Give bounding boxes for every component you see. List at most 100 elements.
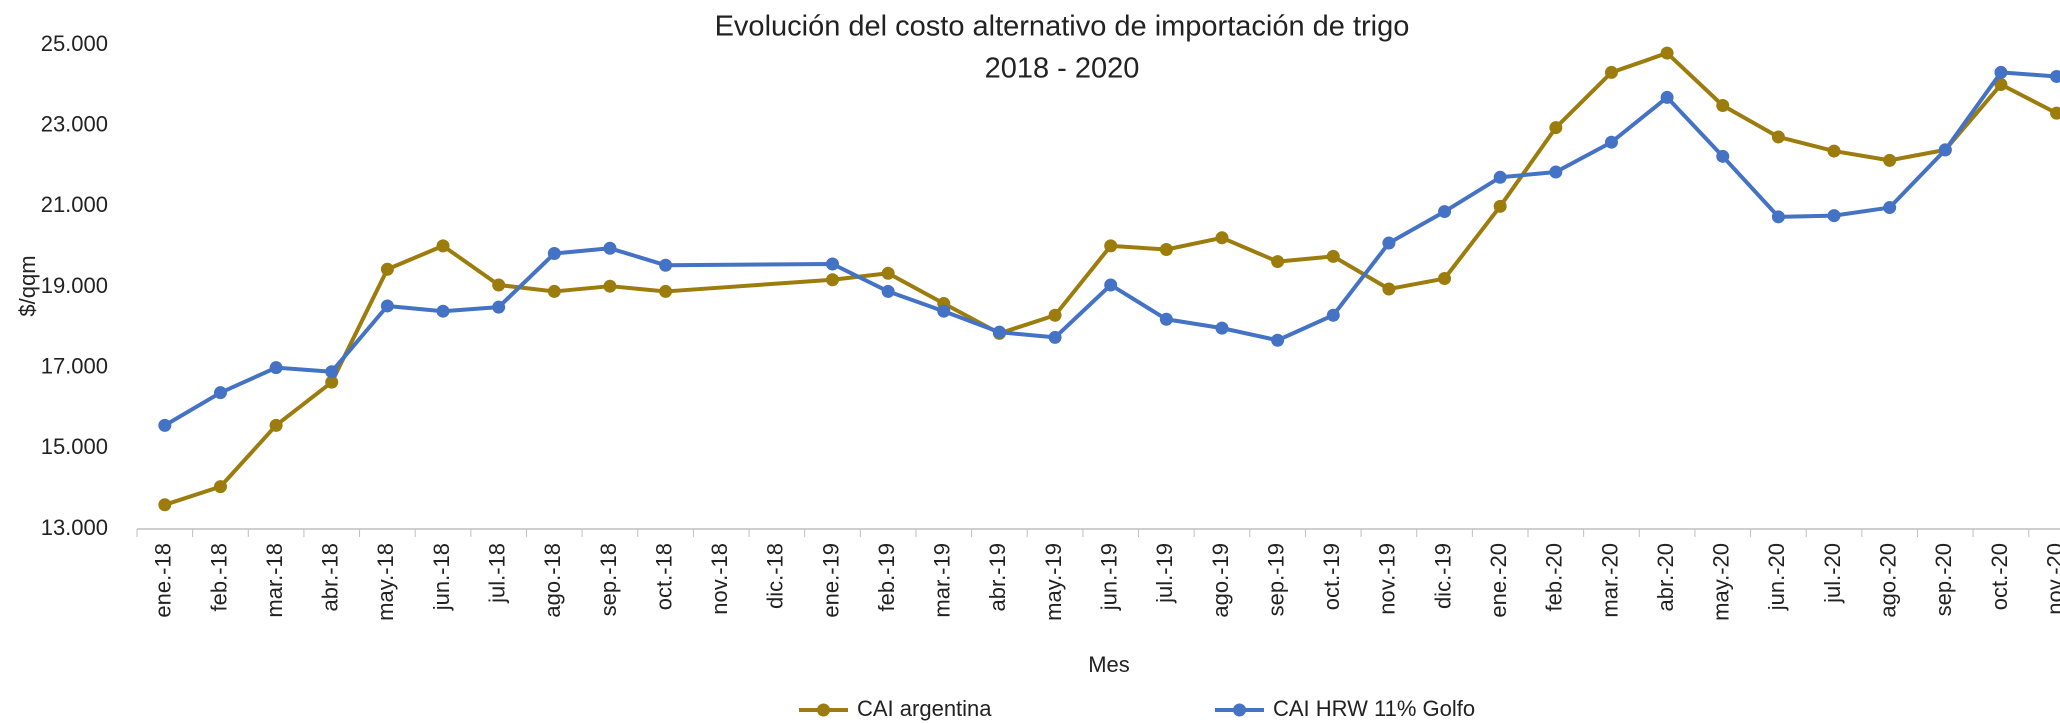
data-point (992, 325, 1006, 339)
data-point (1382, 282, 1396, 296)
data-point (1326, 249, 1340, 263)
data-point (547, 284, 561, 298)
data-point (492, 278, 506, 292)
x-tick-label: sep.-18 (596, 543, 621, 616)
data-point (1604, 135, 1618, 149)
x-tick-label: oct.-18 (651, 543, 676, 610)
data-point (881, 284, 895, 298)
x-tick-label: oct.-20 (1987, 543, 2012, 610)
data-point (1660, 90, 1674, 104)
data-point (1604, 65, 1618, 79)
data-point (1660, 46, 1674, 60)
data-point (937, 304, 951, 318)
data-point (1104, 278, 1118, 292)
data-point (1048, 330, 1062, 344)
legend-marker (817, 703, 830, 717)
x-tick-label: sep.-20 (1931, 543, 1956, 616)
data-point (158, 498, 172, 512)
data-point (1771, 210, 1785, 224)
y-tick-label: 25.000 (41, 31, 108, 56)
x-tick-label: may.-20 (1709, 543, 1734, 621)
y-tick-label: 15.000 (41, 434, 108, 459)
x-tick-label: ago.-20 (1875, 543, 1900, 618)
data-point (1549, 121, 1563, 135)
data-point (436, 239, 450, 253)
data-point (1493, 199, 1507, 213)
x-tick-label: jun.-18 (429, 543, 454, 611)
x-tick-label: ene.-20 (1486, 543, 1511, 618)
data-point (2050, 106, 2060, 120)
data-point (547, 247, 561, 261)
data-point (1104, 239, 1118, 253)
x-tick-label: dic.-18 (763, 543, 788, 609)
data-point (1215, 231, 1229, 245)
x-tick-label: jul.-20 (1820, 543, 1845, 604)
data-point (1326, 308, 1340, 322)
y-tick-label: 21.000 (41, 192, 108, 217)
x-tick-label: may.-18 (373, 543, 398, 621)
x-tick-label: ago.-18 (540, 543, 565, 618)
data-point (213, 386, 227, 400)
x-tick-label: jul.-18 (484, 543, 509, 604)
x-tick-label: mar.-18 (262, 543, 287, 618)
x-tick-label: jul.-19 (1152, 543, 1177, 604)
data-point (1883, 153, 1897, 167)
x-tick-label: nov.-19 (1375, 543, 1400, 615)
x-tick-label: abr.-18 (318, 543, 343, 612)
x-tick-label: oct.-19 (1319, 543, 1344, 610)
data-point (826, 257, 839, 271)
data-point (603, 241, 617, 255)
chart-title: Evolución del costo alternativo de impor… (715, 11, 1410, 43)
data-point (1438, 272, 1452, 286)
x-tick-label: nov.-18 (707, 543, 732, 615)
data-point (380, 299, 394, 313)
data-point (325, 365, 339, 379)
data-point (659, 258, 673, 272)
data-point (269, 418, 283, 432)
x-tick-label: abr.-19 (985, 543, 1010, 612)
data-point (158, 418, 172, 432)
data-point (213, 480, 227, 494)
data-point (1438, 205, 1452, 219)
x-tick-label: jun.-20 (1764, 543, 1789, 611)
legend-label: CAI HRW 11% Golfo (1273, 696, 1475, 721)
x-tick-label: feb.-20 (1542, 543, 1567, 612)
x-tick-label: feb.-18 (206, 543, 231, 612)
x-tick-label: dic.-19 (1430, 543, 1455, 609)
y-tick-label: 23.000 (41, 111, 108, 136)
x-tick-label: ene.-18 (151, 543, 176, 618)
x-tick-label: may.-19 (1041, 543, 1066, 621)
data-point (1271, 333, 1285, 347)
x-tick-label: ago.-19 (1208, 543, 1233, 618)
x-tick-label: nov.-20 (2042, 543, 2060, 615)
data-point (1382, 236, 1396, 250)
data-point (1159, 242, 1173, 256)
y-tick-label: 13.000 (41, 515, 108, 540)
legend-marker (1233, 703, 1246, 717)
y-tick-label: 19.000 (41, 273, 108, 298)
data-point (1549, 165, 1563, 179)
data-point (492, 300, 506, 314)
data-point (1883, 201, 1897, 215)
data-point (436, 304, 450, 318)
data-point (325, 375, 339, 389)
x-tick-label: mar.-20 (1597, 543, 1622, 618)
x-axis-label: Mes (1088, 652, 1130, 677)
data-point (1271, 255, 1285, 269)
x-tick-label: abr.-20 (1653, 543, 1678, 612)
data-point (1159, 312, 1173, 326)
y-axis-label: $/qqm (15, 255, 40, 316)
data-point (380, 262, 394, 276)
data-point (1716, 149, 1730, 163)
data-point (1048, 308, 1062, 322)
x-tick-label: sep.-19 (1263, 543, 1288, 616)
data-point (881, 266, 895, 280)
data-point (269, 361, 283, 375)
x-tick-label: jun.-19 (1097, 543, 1122, 611)
legend-label: CAI argentina (857, 696, 992, 721)
data-point (1938, 143, 1952, 157)
data-point (826, 273, 839, 287)
data-point (603, 279, 617, 293)
data-point (1827, 209, 1841, 223)
